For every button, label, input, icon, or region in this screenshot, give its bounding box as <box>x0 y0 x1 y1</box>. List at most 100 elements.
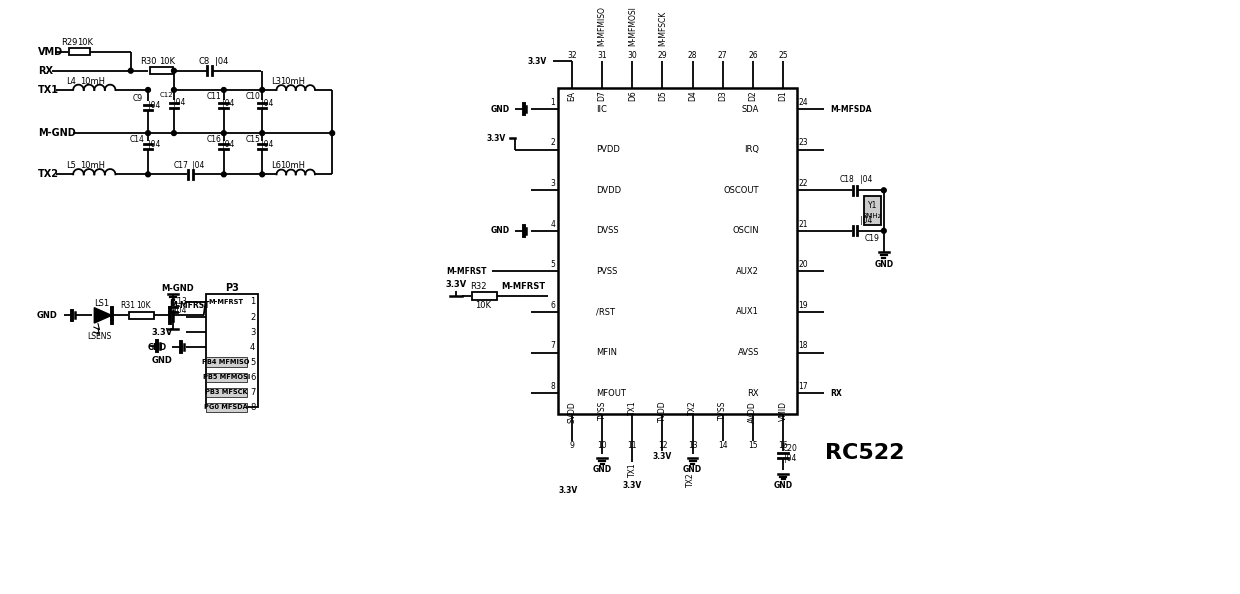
Text: TVSS: TVSS <box>598 401 606 420</box>
Text: M-MFRST: M-MFRST <box>208 299 244 305</box>
Text: 3.3V: 3.3V <box>445 280 466 289</box>
Text: M-MFRST: M-MFRST <box>446 267 486 276</box>
Text: GND: GND <box>491 105 510 113</box>
Text: VMD: VMD <box>37 46 63 56</box>
Text: |04: |04 <box>861 175 873 184</box>
Text: 3.3V: 3.3V <box>528 56 547 66</box>
Text: 3: 3 <box>250 328 255 337</box>
Text: GND: GND <box>774 481 792 489</box>
Text: 10mH: 10mH <box>79 161 105 170</box>
Text: 21: 21 <box>799 220 808 229</box>
Text: |04: |04 <box>148 101 160 110</box>
Text: TX1: TX1 <box>627 463 637 477</box>
Text: M-MFMOSI: M-MFMOSI <box>627 6 637 46</box>
Text: SDA: SDA <box>742 105 759 113</box>
Text: 19: 19 <box>799 301 808 309</box>
Text: 29: 29 <box>657 51 667 60</box>
Text: TX2: TX2 <box>37 169 58 179</box>
Text: |04: |04 <box>174 98 186 107</box>
Bar <box>206 388 247 397</box>
Text: 2: 2 <box>551 138 556 147</box>
Text: L5: L5 <box>66 161 76 170</box>
Text: 15: 15 <box>748 441 758 450</box>
Text: D2: D2 <box>749 91 758 102</box>
Text: SVDD: SVDD <box>568 401 577 422</box>
Text: D4: D4 <box>688 91 697 102</box>
Text: D3: D3 <box>718 91 728 102</box>
Text: GND: GND <box>153 356 172 365</box>
Text: 13: 13 <box>688 441 697 450</box>
Text: 3.3V: 3.3V <box>151 328 174 337</box>
Text: M-GND: M-GND <box>161 284 195 293</box>
Text: LS1: LS1 <box>94 299 109 308</box>
Text: 18: 18 <box>799 342 808 350</box>
Circle shape <box>882 229 887 233</box>
Text: TX1: TX1 <box>627 401 637 415</box>
Text: 16: 16 <box>779 441 787 450</box>
Text: C11: C11 <box>207 92 222 101</box>
Text: /RST: /RST <box>596 308 615 317</box>
Bar <box>864 196 880 225</box>
Text: TX2: TX2 <box>686 472 696 486</box>
Text: 3.3V: 3.3V <box>622 481 642 489</box>
Text: RX: RX <box>37 66 53 76</box>
Text: 5: 5 <box>250 358 255 366</box>
Text: TVDD: TVDD <box>658 401 667 422</box>
Text: C8: C8 <box>198 56 210 66</box>
Text: C20: C20 <box>782 444 797 453</box>
Text: 104: 104 <box>172 306 187 315</box>
Text: 3.3V: 3.3V <box>558 486 578 495</box>
Text: 17: 17 <box>799 382 808 391</box>
Text: |04: |04 <box>192 161 205 170</box>
Text: 28: 28 <box>688 51 697 60</box>
Text: 10mH: 10mH <box>280 77 305 86</box>
Text: 9: 9 <box>569 441 574 450</box>
Polygon shape <box>94 308 112 323</box>
Circle shape <box>260 172 264 177</box>
Text: 22: 22 <box>799 179 808 188</box>
Text: 10K: 10K <box>159 56 175 66</box>
Text: TX1: TX1 <box>37 85 58 95</box>
Circle shape <box>171 131 176 135</box>
Text: C15: C15 <box>246 135 260 144</box>
Circle shape <box>171 68 176 73</box>
Text: L6: L6 <box>272 161 281 170</box>
Text: 1: 1 <box>551 98 556 107</box>
Text: GND: GND <box>874 260 893 269</box>
Text: OSCIN: OSCIN <box>733 226 759 235</box>
Text: 10mH: 10mH <box>280 161 305 170</box>
Text: D1: D1 <box>779 91 787 102</box>
Text: 20: 20 <box>799 260 808 269</box>
Bar <box>150 67 172 74</box>
Text: OSCOUT: OSCOUT <box>724 186 759 195</box>
Text: DVSS: DVSS <box>596 226 619 235</box>
Text: M-MFSCK: M-MFSCK <box>658 11 667 46</box>
Text: M-MFRST: M-MFRST <box>169 301 210 310</box>
Text: C19: C19 <box>864 234 879 243</box>
Bar <box>69 48 91 55</box>
Circle shape <box>882 188 887 192</box>
Text: L4: L4 <box>66 77 76 86</box>
Text: P3: P3 <box>224 283 239 293</box>
Text: GND: GND <box>683 465 702 475</box>
Circle shape <box>330 131 335 135</box>
Text: |04: |04 <box>784 454 796 463</box>
Text: 10mH: 10mH <box>79 77 105 86</box>
Text: 8: 8 <box>551 382 556 391</box>
Text: TX2: TX2 <box>688 401 697 415</box>
Text: PVDD: PVDD <box>596 145 620 154</box>
Text: D7: D7 <box>598 91 606 102</box>
Text: 8MHz: 8MHz <box>863 213 882 219</box>
Text: 10K: 10K <box>136 301 150 310</box>
Bar <box>472 292 497 300</box>
Circle shape <box>222 131 226 135</box>
Text: 7: 7 <box>250 388 255 397</box>
Text: 24: 24 <box>799 98 808 107</box>
Text: PB5 MFMOSI: PB5 MFMOSI <box>202 374 250 380</box>
Text: 32: 32 <box>567 51 577 60</box>
Text: C17: C17 <box>174 161 188 170</box>
Text: 10: 10 <box>598 441 608 450</box>
Text: |04: |04 <box>260 99 273 108</box>
Text: 25: 25 <box>779 51 787 60</box>
Text: M-MFMISO: M-MFMISO <box>598 6 606 46</box>
